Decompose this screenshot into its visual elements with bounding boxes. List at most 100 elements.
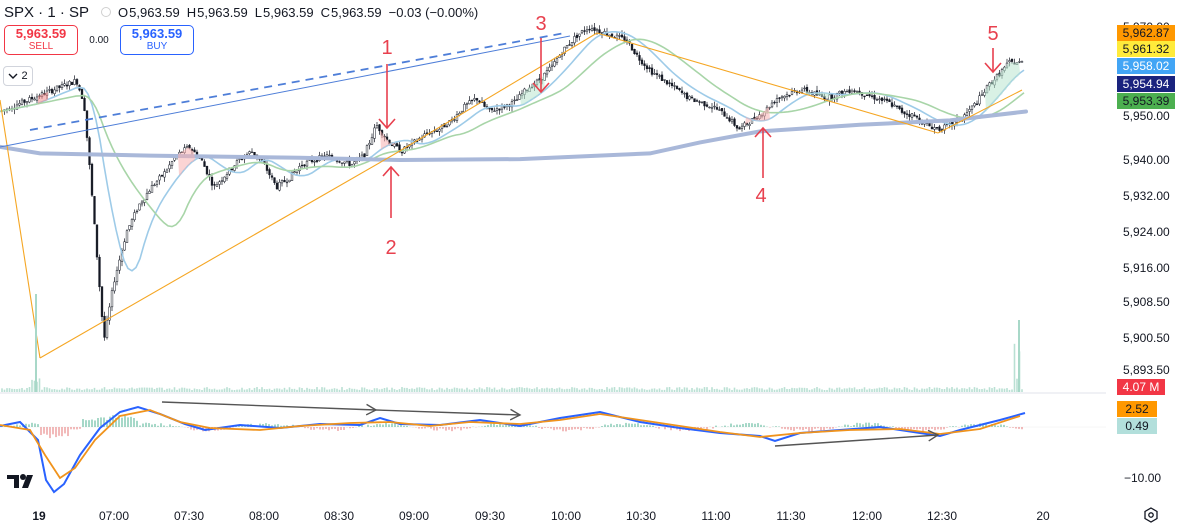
histogram-bar xyxy=(55,427,57,438)
histogram-bar xyxy=(949,426,951,427)
histogram-bar xyxy=(883,425,885,427)
volume-bar xyxy=(471,389,473,392)
volume-bar xyxy=(758,388,761,392)
candle xyxy=(80,88,84,99)
volume-bar xyxy=(358,389,361,392)
annotation-label[interactable]: 2 xyxy=(385,237,396,259)
annotation-label[interactable]: 4 xyxy=(755,185,766,207)
volume-badge[interactable]: 4.07 M xyxy=(1117,379,1165,395)
volume-bar xyxy=(703,387,706,392)
volume-bar xyxy=(728,388,731,392)
volume-bar xyxy=(626,387,628,392)
divergence-arrow[interactable] xyxy=(161,401,377,411)
histogram-bar xyxy=(265,423,267,427)
oscillator-badge-histogram[interactable]: 0.49 xyxy=(1117,418,1157,434)
volume-bar xyxy=(668,387,671,392)
trendline[interactable] xyxy=(39,154,394,359)
volume-bar xyxy=(853,387,856,392)
sell-button[interactable]: 5,963.59 SELL xyxy=(4,25,78,55)
candle xyxy=(895,105,899,110)
candle xyxy=(830,94,834,102)
svg-text:4.07 M: 4.07 M xyxy=(1123,380,1160,394)
candle xyxy=(788,94,791,98)
histogram-bar xyxy=(175,426,177,427)
volume-bar xyxy=(126,389,128,392)
ma-fill-zone xyxy=(745,106,770,125)
candle xyxy=(150,181,154,193)
annotation-label[interactable]: 3 xyxy=(535,13,546,35)
histogram-bar xyxy=(385,422,387,427)
annotation-label[interactable]: 1 xyxy=(381,37,392,59)
volume-bar xyxy=(551,387,553,392)
candle xyxy=(713,101,716,110)
volume-bar xyxy=(43,387,46,392)
histogram-bar xyxy=(880,425,882,427)
symbol-title[interactable]: SPX · 1 · SP xyxy=(4,3,90,21)
volume-bar xyxy=(63,389,66,392)
histogram-bar xyxy=(1012,427,1014,428)
histogram-bar xyxy=(856,422,858,427)
change-value: −0.03 (−0.00%) xyxy=(388,4,479,20)
histogram-bar xyxy=(625,422,627,427)
divergence-arrow[interactable] xyxy=(375,409,521,416)
volume-bar xyxy=(736,389,738,392)
channel-line[interactable] xyxy=(0,35,571,148)
svg-text:5,961.32: 5,961.32 xyxy=(1123,42,1170,56)
buy-button[interactable]: 5,963.59 BUY xyxy=(120,25,194,55)
volume-bar xyxy=(696,387,698,392)
volume-bar xyxy=(481,388,483,392)
oscillator-badge-signal[interactable]: 2.52 xyxy=(1117,401,1157,417)
volume-bar xyxy=(866,389,868,392)
histogram-bar xyxy=(799,427,801,430)
candle xyxy=(18,100,21,107)
price-badge[interactable]: 5,953.39 xyxy=(1117,93,1175,109)
price-badge[interactable]: 5,962.87 xyxy=(1117,25,1175,41)
volume-bar xyxy=(646,389,648,392)
volume-bar xyxy=(128,388,131,392)
histogram-bar xyxy=(802,427,804,431)
volume-bar xyxy=(623,388,626,392)
candle xyxy=(903,111,906,118)
volume-bar xyxy=(448,389,451,392)
trendline[interactable] xyxy=(0,99,41,359)
volume-bar xyxy=(8,388,11,392)
annotation-label[interactable]: 5 xyxy=(987,23,998,45)
volume-bar xyxy=(416,387,418,392)
ma-mid-line xyxy=(0,38,1025,228)
volume-bar xyxy=(981,389,983,392)
histogram-bar xyxy=(64,427,66,434)
volume-bar xyxy=(521,387,523,392)
histogram-bar xyxy=(757,423,759,427)
histogram-bar xyxy=(109,416,111,427)
trendline[interactable] xyxy=(392,32,598,156)
trendline[interactable] xyxy=(937,89,1023,134)
price-badge[interactable]: 5,958.02 xyxy=(1117,58,1175,74)
candle xyxy=(148,189,151,194)
volume-bar xyxy=(106,389,108,392)
volume-bar xyxy=(573,387,576,392)
histogram-bar xyxy=(421,427,423,429)
candle xyxy=(185,144,189,149)
volume-bar xyxy=(58,389,61,392)
x-tick-label: 11:00 xyxy=(701,509,730,523)
gear-icon[interactable] xyxy=(1143,507,1159,523)
price-badge[interactable]: 5,961.32 xyxy=(1117,41,1175,57)
volume-bar xyxy=(666,387,668,392)
price-badge[interactable]: 5,954.94 xyxy=(1117,76,1175,92)
volume-bar xyxy=(151,387,153,392)
channel-dashed-line[interactable] xyxy=(29,32,566,131)
volume-bar xyxy=(296,389,298,392)
indicators-toggle-button[interactable]: 2 xyxy=(3,66,33,86)
candle xyxy=(215,181,219,187)
candle xyxy=(900,104,904,115)
trendline[interactable] xyxy=(596,32,939,134)
volume-bar xyxy=(466,387,468,392)
volume-bar xyxy=(878,387,881,392)
histogram-bar xyxy=(592,427,594,430)
volume-bar xyxy=(228,388,231,392)
histogram-bar xyxy=(679,427,681,432)
candle xyxy=(708,106,711,109)
divergence-arrow[interactable] xyxy=(774,434,939,447)
volume-bar xyxy=(941,389,943,392)
